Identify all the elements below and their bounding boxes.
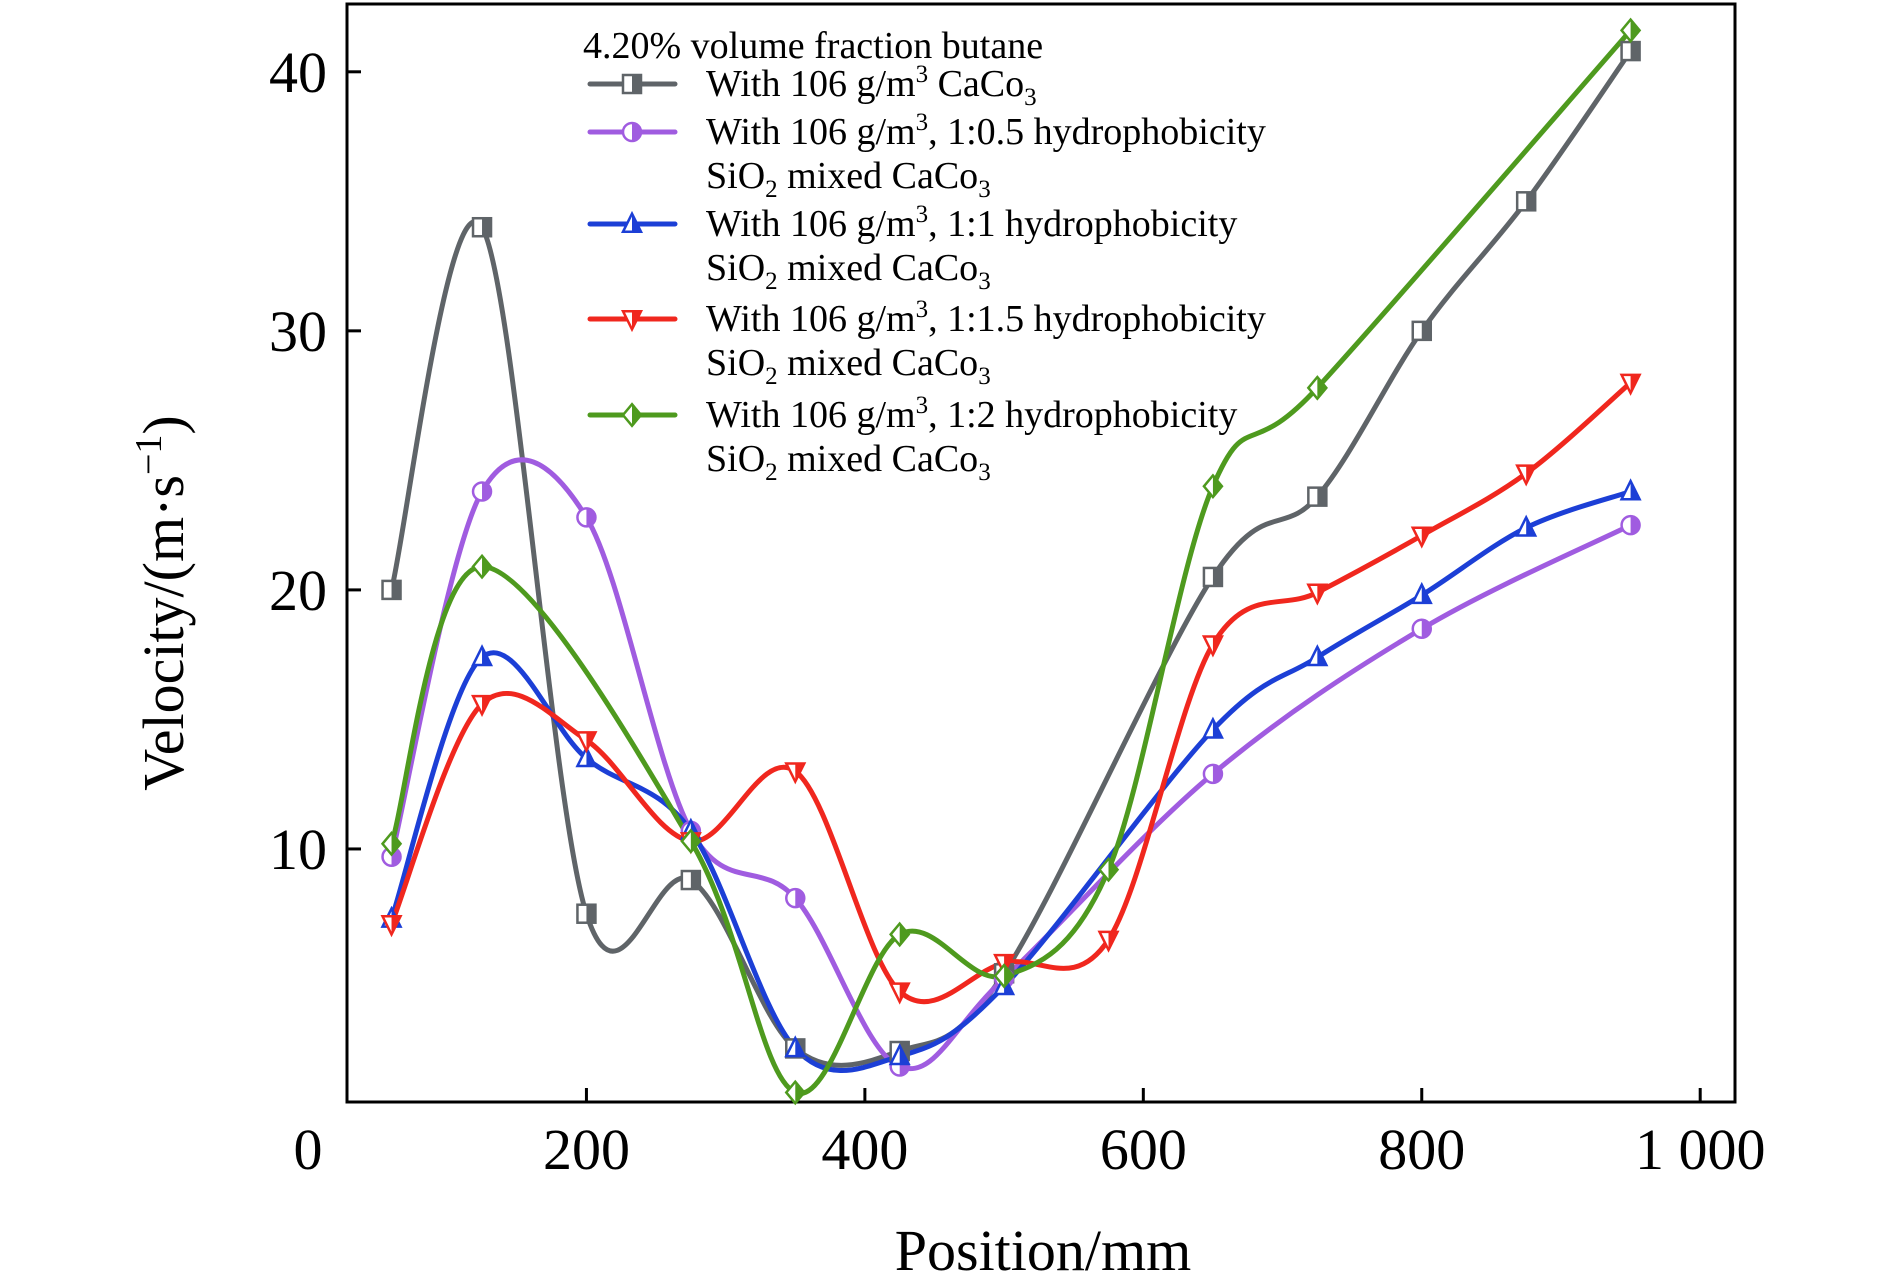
legend: 4.20% volume fraction butane With 106 g/… <box>583 25 1266 486</box>
data-point <box>576 507 597 528</box>
y-tick-label: 20 <box>269 558 327 623</box>
data-point <box>784 1079 806 1106</box>
x-tick-label: 200 <box>543 1117 630 1182</box>
data-point <box>1411 320 1433 342</box>
data-point <box>785 887 806 909</box>
data-point <box>1411 618 1433 640</box>
data-point <box>1307 486 1328 507</box>
data-point <box>1410 581 1433 605</box>
data-point <box>784 762 807 785</box>
data-point <box>888 982 911 1005</box>
series-lines <box>389 27 1634 1096</box>
data-point <box>1097 930 1120 953</box>
y-tick-label: 40 <box>269 40 327 105</box>
data-point <box>1306 375 1328 401</box>
y-axis-title-main: Velocity/(m·s <box>131 475 196 791</box>
x-tick-label: 0 <box>294 1117 323 1182</box>
legend-label: With 106 g/m3, 1:1.5 hydrophobicity <box>706 296 1266 340</box>
data-point <box>1306 583 1329 606</box>
x-tick-label: 800 <box>1378 1117 1465 1182</box>
data-point <box>1097 856 1120 883</box>
x-tick-label: 1 000 <box>1635 1117 1766 1182</box>
data-point <box>1201 635 1224 658</box>
data-point <box>680 828 702 854</box>
y-axis-title-sup: −1 <box>128 435 170 475</box>
data-point <box>1515 514 1538 537</box>
data-point <box>380 831 403 857</box>
data-point <box>1306 644 1329 667</box>
x-axis-title: Position/mm <box>895 1218 1192 1279</box>
data-point <box>1201 716 1224 739</box>
series-markers <box>380 17 1642 1106</box>
data-point <box>575 745 598 768</box>
legend-label: SiO2 mixed CaCo3 <box>706 247 991 295</box>
y-axis-title-close: ) <box>131 415 196 434</box>
data-point <box>1410 526 1433 549</box>
x-tick-label: 600 <box>1100 1117 1187 1182</box>
data-point <box>680 869 702 891</box>
data-point <box>1515 464 1538 487</box>
series-line-5 <box>389 27 1634 1096</box>
legend-marker <box>621 121 643 143</box>
data-point <box>1619 17 1642 44</box>
axis-ticks: 0 200 400 600 800 1 000 10 20 30 40 <box>269 40 1765 1182</box>
legend-entry-2: With 106 g/m3, 1:0.5 hydrophobicitySiO2 … <box>587 109 1266 203</box>
legend-entry-1: With 106 g/m3 CaCo3 <box>587 61 1037 111</box>
data-point <box>471 553 493 580</box>
legend-label: With 106 g/m3, 1:1 hydrophobicity <box>706 201 1237 245</box>
data-point <box>993 963 1015 989</box>
data-point <box>575 731 598 754</box>
data-point <box>1202 473 1224 500</box>
data-point <box>1619 373 1642 396</box>
legend-label: SiO2 mixed CaCo3 <box>706 342 991 390</box>
data-point <box>471 694 494 718</box>
legend-entry-4: With 106 g/m3, 1:1.5 hydrophobicitySiO2 … <box>587 296 1266 390</box>
data-point <box>784 1035 807 1058</box>
data-point <box>1619 478 1642 501</box>
data-point <box>471 216 493 238</box>
x-tick-label: 400 <box>821 1117 908 1182</box>
data-point <box>1515 191 1537 212</box>
legend-marker <box>621 402 643 428</box>
legend-marker <box>621 73 643 95</box>
legend-label: SiO2 mixed CaCo3 <box>706 155 991 203</box>
legend-label: SiO2 mixed CaCo3 <box>706 438 991 486</box>
legend-marker <box>620 210 644 234</box>
data-point <box>471 481 493 502</box>
data-point <box>471 644 494 667</box>
data-point <box>576 903 597 924</box>
data-point <box>888 1043 911 1066</box>
data-point <box>889 921 911 948</box>
legend-label: With 106 g/m3, 1:0.5 hydrophobicity <box>706 109 1266 153</box>
legend-label: With 106 g/m3, 1:2 hydrophobicity <box>706 392 1237 436</box>
data-point <box>381 579 402 601</box>
data-point <box>380 915 403 938</box>
y-tick-label: 30 <box>269 299 327 364</box>
data-point <box>1202 566 1224 588</box>
data-point <box>1620 514 1641 536</box>
y-axis-title: Velocity/(m·s−1) <box>128 415 196 790</box>
y-tick-label: 10 <box>269 817 327 882</box>
plot-frame <box>345 2 1737 1104</box>
legend-title: 4.20% volume fraction butane <box>583 25 1043 67</box>
data-point <box>1620 40 1641 62</box>
legend-marker <box>620 309 644 333</box>
series-line-2 <box>389 457 1634 1072</box>
legend-label: With 106 g/m3 CaCo3 <box>706 61 1037 111</box>
data-point <box>1202 763 1224 785</box>
